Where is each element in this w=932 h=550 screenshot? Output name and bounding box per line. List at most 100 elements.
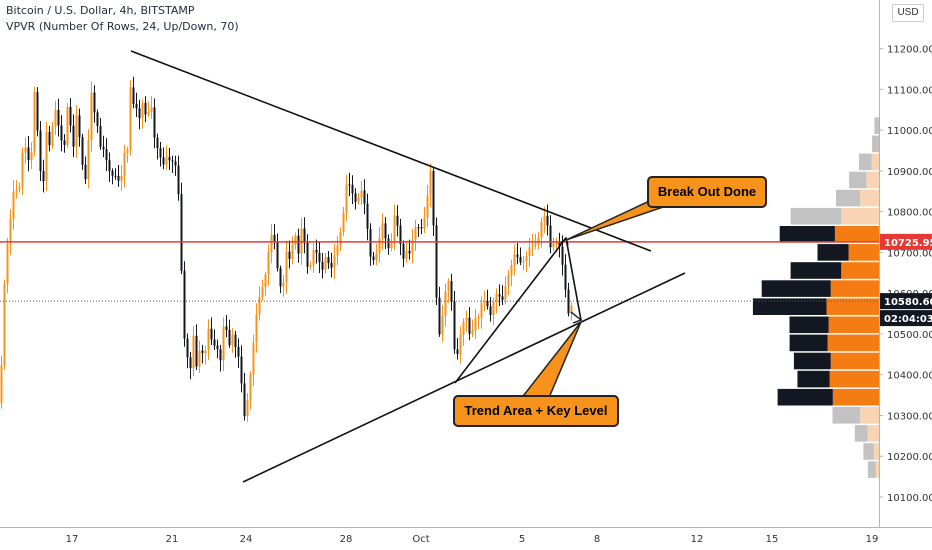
candle-body [60, 125, 63, 141]
countdown-tag-bg [880, 310, 932, 327]
candle-body [444, 291, 447, 316]
volume-profile-layer [752, 117, 879, 478]
candle-body [357, 197, 360, 202]
candle-body [12, 191, 15, 220]
vp-down-bar [761, 280, 831, 297]
candle-body [522, 261, 525, 263]
candle-body [432, 170, 435, 226]
candle-body [219, 349, 222, 361]
candle-body [558, 241, 561, 247]
candle-body [204, 350, 207, 354]
candle-body [519, 257, 522, 263]
candle-body [369, 228, 372, 257]
candle-body [195, 335, 198, 367]
candle-body [72, 125, 75, 147]
candle-body [66, 106, 69, 145]
candle-body [492, 302, 495, 316]
candle-body [351, 184, 354, 194]
projection-arrowhead [570, 311, 583, 324]
candle-body [81, 137, 84, 165]
candle-body [453, 301, 456, 350]
candle-body [75, 115, 78, 147]
vp-down-bar [854, 425, 868, 442]
candle-body [126, 149, 129, 153]
price-tick-label: 11000.00 [887, 126, 932, 137]
candle-body [255, 314, 258, 343]
candle-body [9, 219, 12, 244]
vp-up-bar [832, 388, 879, 406]
vp-down-bar [790, 207, 842, 225]
candle-body [264, 274, 267, 288]
candle-body [333, 255, 336, 268]
candle-body [90, 92, 93, 141]
price-tick-label: 10200.00 [887, 452, 932, 463]
candle-body [525, 255, 528, 262]
candle-body [186, 338, 189, 358]
candle-body [321, 261, 324, 270]
candle-body [261, 287, 264, 298]
candle-body [483, 301, 486, 303]
candle-body [87, 140, 90, 180]
candle-body [243, 383, 246, 417]
candle-body [198, 350, 201, 367]
candle-body [417, 227, 420, 229]
candle-body [477, 317, 480, 319]
candle-body [546, 215, 549, 226]
vp-up-bar [860, 189, 879, 207]
vp-down-bar [752, 298, 827, 315]
time-tick-label: 28 [340, 534, 353, 545]
candle-body [192, 335, 195, 369]
drawing-layer [0, 50, 879, 483]
candle-body [336, 245, 339, 256]
candle-body [396, 215, 399, 226]
candle-body [513, 254, 516, 266]
candle-body [414, 227, 417, 240]
candle-body [51, 126, 54, 146]
candle-body [567, 289, 570, 314]
price-tick-label: 10500.00 [887, 330, 932, 341]
vp-up-bar [829, 370, 879, 388]
candle-body [210, 328, 213, 340]
currency-scale-button[interactable]: USD [892, 4, 924, 22]
vp-up-bar [834, 226, 879, 243]
candle-body [42, 171, 45, 182]
upper-trendline [130, 50, 652, 252]
price-tick-label: 11100.00 [887, 85, 932, 96]
candle-body [171, 160, 174, 162]
candle-body [393, 215, 396, 243]
time-tick-label: 8 [594, 534, 600, 545]
candle-body [282, 282, 285, 287]
candle-body [537, 237, 540, 244]
vp-down-bar [867, 461, 876, 478]
candle-body [45, 131, 48, 182]
price-tick-label: 10700.00 [887, 248, 932, 259]
time-tick-label: 15 [766, 534, 779, 545]
candle-body [552, 243, 555, 248]
candle-body [21, 152, 24, 188]
candle-body [360, 190, 363, 198]
breakout-arrowhead [560, 236, 569, 246]
candle-body [252, 342, 255, 375]
vp-down-bar [835, 189, 861, 207]
vp-down-bar [874, 117, 879, 134]
vp-down-bar [817, 244, 849, 261]
candle-body [153, 107, 156, 138]
candle-body [366, 203, 369, 229]
candle-body [147, 111, 150, 115]
candles-layer [0, 76, 573, 422]
candle-body [504, 285, 507, 300]
candle-body [426, 195, 429, 219]
candle-body [306, 242, 309, 267]
vp-up-bar [841, 207, 879, 225]
candle-body [168, 157, 171, 161]
candle-body [120, 176, 123, 181]
candle-body [339, 231, 342, 246]
candle-body [480, 302, 483, 318]
candle-body [450, 281, 453, 302]
candle-body [342, 212, 345, 232]
candle-body [240, 356, 243, 384]
candle-body [276, 241, 279, 269]
countdown-tag: 02:04:03 [884, 314, 932, 325]
